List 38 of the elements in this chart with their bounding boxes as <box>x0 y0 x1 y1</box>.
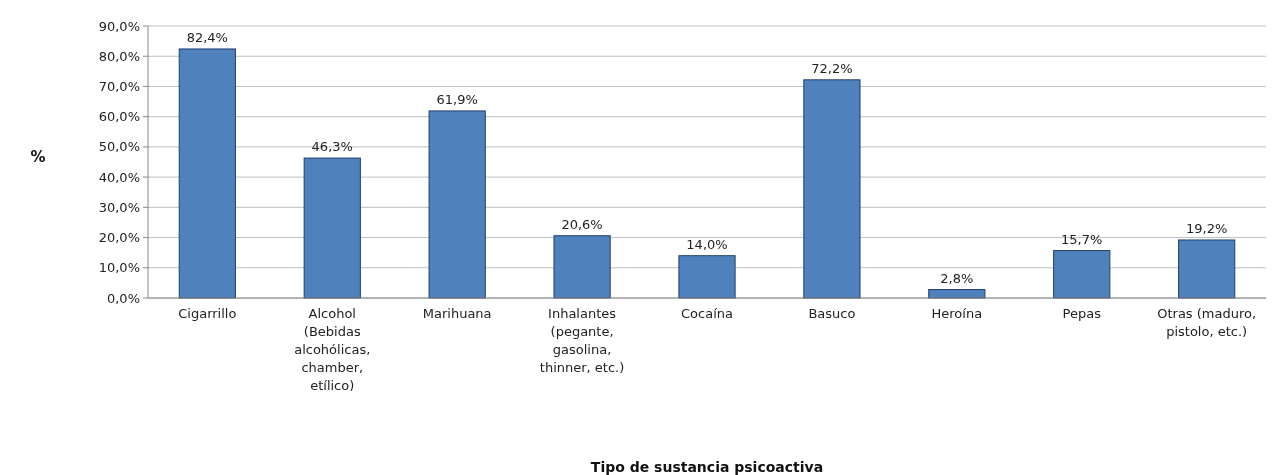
y-tick-label: 0,0% <box>106 290 140 306</box>
y-tick-label: 70,0% <box>98 78 140 94</box>
y-tick-label: 80,0% <box>98 48 140 64</box>
bar <box>178 48 236 299</box>
y-tick-label: 30,0% <box>98 199 140 215</box>
bar <box>303 157 361 299</box>
x-tick-label: Heroína <box>931 306 983 321</box>
bar <box>428 110 486 299</box>
data-label: 19,2% <box>1186 220 1228 236</box>
bar <box>1053 250 1111 299</box>
bar <box>678 255 736 299</box>
bar <box>1178 239 1236 299</box>
y-tick-label: 50,0% <box>98 139 140 155</box>
y-tick-label: 10,0% <box>98 260 140 276</box>
x-tick-label: Alcohol (Bebidas alcohólicas, chamber, etílico) <box>294 306 371 393</box>
data-label: 82,4% <box>186 29 228 45</box>
data-label: 72,2% <box>811 60 853 76</box>
y-axis-title: % <box>30 148 46 166</box>
y-tick-label: 20,0% <box>98 230 140 246</box>
data-label: 14,0% <box>686 236 728 252</box>
x-tick-label: Otras (maduro, pistolo, etc.) <box>1157 306 1257 339</box>
x-tick-label: Marihuana <box>422 306 492 321</box>
y-tick-label: 40,0% <box>98 169 140 185</box>
x-tick-label: Pepas <box>1062 306 1102 321</box>
bar <box>803 79 861 299</box>
data-label: 20,6% <box>561 216 603 232</box>
x-tick-label: Cocaína <box>681 306 733 321</box>
data-label: 15,7% <box>1061 231 1103 247</box>
y-tick-label: 90,0% <box>98 18 140 34</box>
data-label: 46,3% <box>311 139 353 155</box>
bar <box>553 235 611 299</box>
y-tick-label: 60,0% <box>98 109 140 125</box>
x-tick-label: Basuco <box>808 306 856 321</box>
data-label: 61,9% <box>436 91 478 107</box>
x-axis-title: Tipo de sustancia psicoactiva <box>590 459 824 475</box>
data-label: 2,8% <box>940 270 974 286</box>
x-tick-label: Inhalantes (pegante, gasolina, thinner, etc.) <box>539 306 625 375</box>
x-tick-label: Cigarrillo <box>178 306 237 321</box>
